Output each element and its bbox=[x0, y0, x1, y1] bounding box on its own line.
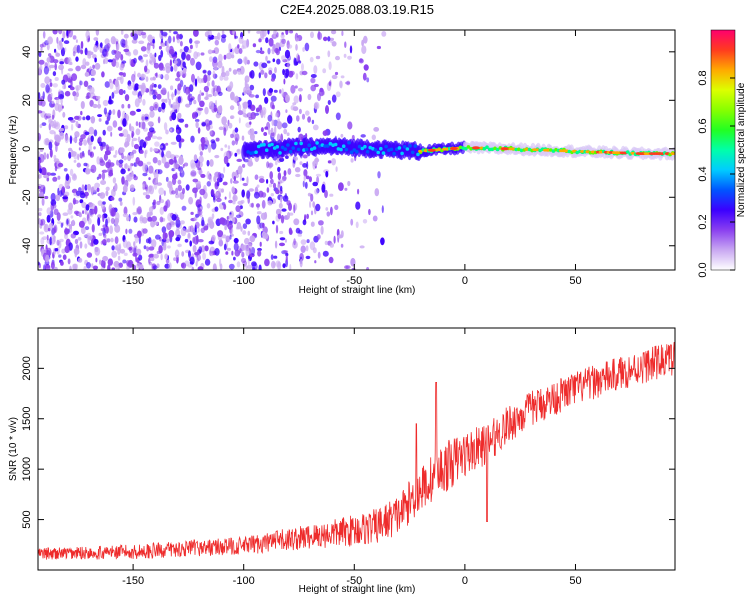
snr-frame bbox=[37, 327, 676, 571]
colorbar-tick-label: 0.4 bbox=[697, 166, 709, 181]
snr-xlabel: Height of straight line (km) bbox=[299, 584, 416, 595]
spectrogram-ytick-label: 0 bbox=[21, 146, 33, 152]
spectrogram-xtick-label: -100 bbox=[233, 275, 255, 287]
spectrogram-ytick-label: 40 bbox=[21, 46, 33, 58]
snr-xtick-label: -50 bbox=[346, 575, 362, 587]
colorbar-label: Normalized spectral amplitude bbox=[736, 82, 747, 217]
spectrogram-ytick-label: -20 bbox=[21, 189, 33, 205]
spectrogram-ytick-label: -40 bbox=[21, 238, 33, 254]
snr-background bbox=[38, 328, 675, 570]
snr-xtick-label: 50 bbox=[569, 575, 581, 587]
snr-ytick-label: 500 bbox=[21, 510, 33, 528]
colorbar-gradient bbox=[711, 30, 735, 270]
snr-ytick-label: 2000 bbox=[21, 356, 33, 380]
colorbar-tick-label: 0.0 bbox=[697, 262, 709, 277]
spectrogram-panel: -150 -100 -50 0 50 -40 -20 0 20 40 Height of stra… bbox=[8, 29, 676, 296]
figure-title: C2E4.2025.088.03.19.R15 bbox=[280, 2, 434, 17]
spectrogram-ticks: -150 -100 -50 0 50 -40 -20 0 20 40 bbox=[21, 30, 675, 287]
snr-ylabel: SNR (10 * v/v) bbox=[8, 417, 19, 481]
snr-ytick-label: 1000 bbox=[21, 457, 33, 481]
snr-xtick-label: -150 bbox=[122, 575, 144, 587]
snr-panel: -150 -100 -50 0 50 500 1000 1500 2000 Height of … bbox=[8, 327, 676, 595]
colorbar-ticks: 0.0 0.2 0.4 0.6 0.8 bbox=[697, 70, 735, 278]
snr-ytick-label: 1500 bbox=[21, 407, 33, 431]
colorbar-tick-label: 0.6 bbox=[697, 118, 709, 133]
spectrogram-ylabel: Frequency (Hz) bbox=[8, 116, 19, 185]
colorbar-tick-label: 0.8 bbox=[697, 70, 709, 85]
spectrogram-xtick-label: -150 bbox=[122, 275, 144, 287]
spectrogram-frame bbox=[37, 29, 676, 271]
spectrogram-xtick-label: -50 bbox=[346, 275, 362, 287]
spectrogram-ytick-label: 20 bbox=[21, 94, 33, 106]
snr-xtick-label: 0 bbox=[462, 575, 468, 587]
spectrogram-xtick-label: 0 bbox=[462, 275, 468, 287]
snr-xtick-label: -100 bbox=[233, 575, 255, 587]
colorbar: 0.0 0.2 0.4 0.6 0.8 Normalized spectral ampl… bbox=[697, 29, 747, 278]
colorbar-frame bbox=[710, 29, 736, 271]
spectrogram-xtick-label: 50 bbox=[569, 275, 581, 287]
snr-series-line bbox=[37, 341, 676, 560]
colorbar-tick-label: 0.2 bbox=[697, 214, 709, 229]
spectrogram-xlabel: Height of straight line (km) bbox=[299, 285, 416, 296]
snr-ticks: -150 -100 -50 0 50 500 1000 1500 2000 bbox=[21, 328, 675, 587]
spectrogram-heatmap bbox=[38, 30, 675, 270]
